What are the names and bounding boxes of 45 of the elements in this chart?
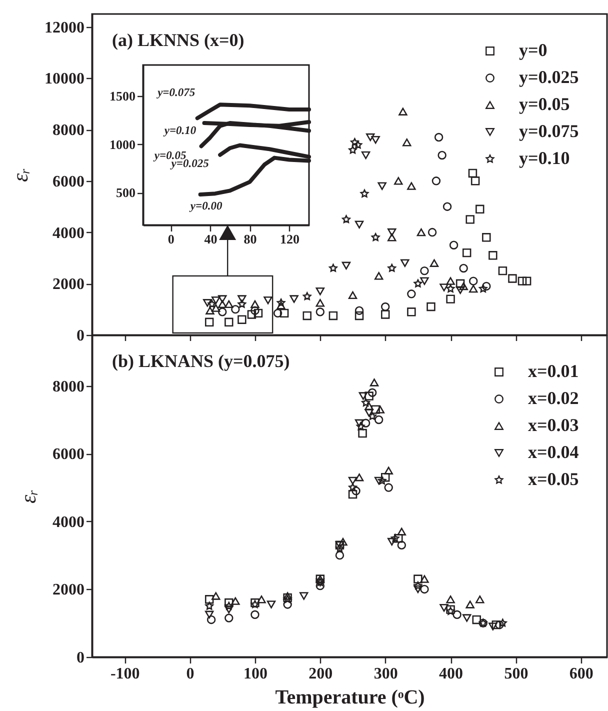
y-tick-label: 8000 bbox=[52, 122, 84, 140]
y-tick-label: 8000 bbox=[52, 378, 84, 396]
y-tick-label: 1000 bbox=[110, 136, 136, 152]
series-label: y=0.10 bbox=[162, 125, 196, 138]
x-tick-label: 600 bbox=[569, 666, 594, 682]
legend-label: y=0 bbox=[519, 40, 548, 60]
y-tick-label: 500 bbox=[116, 185, 136, 200]
legend-label: y=0.05 bbox=[519, 94, 570, 114]
legend-label: y=0.10 bbox=[519, 148, 570, 168]
legend-label: y=0.025 bbox=[519, 67, 579, 87]
y-tick-label: 4000 bbox=[52, 514, 84, 531]
y-tick-label: 2000 bbox=[52, 582, 84, 599]
legend-label: x=0.01 bbox=[528, 361, 579, 381]
legend-label: x=0.03 bbox=[528, 415, 579, 435]
x-tick-label: 200 bbox=[308, 666, 333, 682]
x-tick-label: 120 bbox=[280, 232, 300, 246]
y-tick-label: 12000 bbox=[44, 19, 84, 36]
x-tick-label: 40 bbox=[204, 232, 218, 246]
x-axis-title: Temperature (ᵒC) bbox=[275, 686, 425, 708]
series-label: y=0.00 bbox=[188, 200, 222, 213]
y-tick-label: 2000 bbox=[52, 276, 84, 294]
x-tick-label: 300 bbox=[374, 666, 398, 682]
y-tick-label: 6000 bbox=[52, 173, 84, 190]
y-tick-label: 1500 bbox=[110, 88, 136, 104]
legend-label: x=0.02 bbox=[528, 388, 579, 408]
text: (a) LKNNS (x=0) bbox=[112, 30, 244, 50]
legend-label: x=0.05 bbox=[528, 469, 579, 489]
x-tick-label: -100 bbox=[110, 666, 140, 682]
text: (b) LKNANS (y=0.075) bbox=[112, 351, 290, 371]
y-tick-label: 0 bbox=[76, 650, 84, 666]
x-tick-label: 0 bbox=[186, 666, 194, 682]
x-tick-label: 500 bbox=[504, 666, 528, 682]
y-tick-label: 10000 bbox=[44, 70, 84, 88]
x-tick-label: 80 bbox=[244, 232, 257, 246]
y-axis-title: εᵣ bbox=[8, 168, 32, 182]
x-tick-label: 400 bbox=[439, 666, 464, 682]
legend-label: y=0.075 bbox=[519, 121, 579, 141]
y-axis-title: εᵣ bbox=[16, 489, 40, 504]
legend-label: x=0.04 bbox=[528, 442, 579, 462]
x-tick-label: 100 bbox=[243, 666, 268, 682]
y-tick-label: 0 bbox=[76, 328, 84, 344]
y-tick-label: 4000 bbox=[52, 224, 84, 242]
y-tick-label: 6000 bbox=[52, 446, 84, 464]
x-tick-label: 0 bbox=[168, 232, 174, 246]
series-label: y=0.075 bbox=[156, 87, 196, 100]
